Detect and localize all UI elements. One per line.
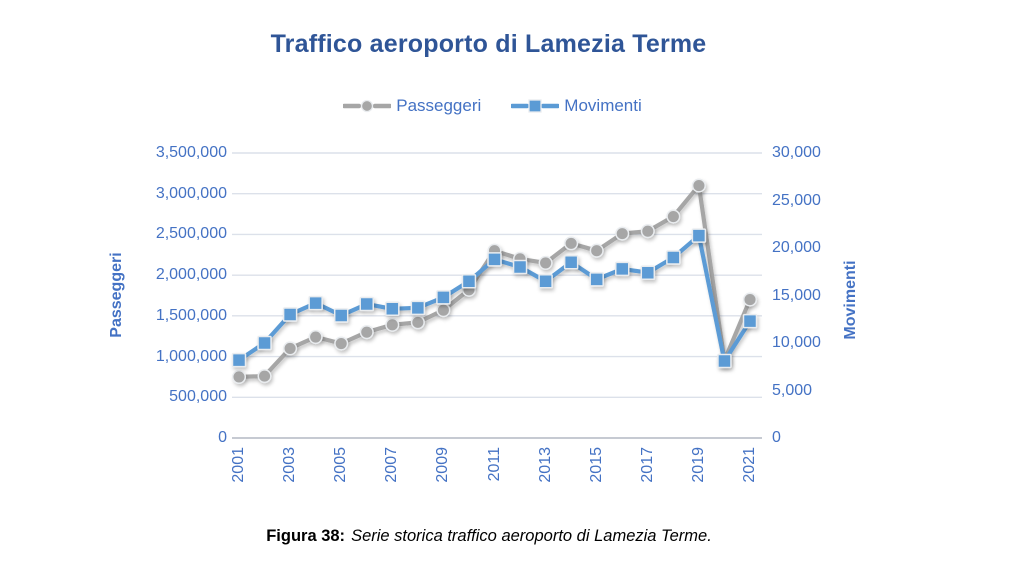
left-axis-tick-label: 0 [218, 429, 227, 446]
x-axis-tick-label: 2003 [281, 447, 299, 483]
right-axis-tick-label: 20,000 [772, 239, 821, 256]
x-axis-tick-label: 2007 [383, 447, 401, 483]
movimenti-markers [231, 228, 758, 369]
movimenti-marker [359, 296, 374, 312]
passeggeri-marker [283, 341, 298, 356]
x-axis-tick-label: 2009 [434, 447, 452, 483]
passeggeri-marker [615, 226, 630, 241]
passeggeri-marker [359, 325, 374, 340]
movimenti-marker [615, 261, 630, 277]
movimenti-marker [461, 274, 477, 289]
movimenti-marker [666, 250, 681, 265]
passeggeri-marker [385, 317, 400, 332]
right-axis-tick-label: 5,000 [772, 381, 813, 399]
legend-label-movimenti: Movimenti [564, 96, 642, 115]
passeggeri-marker [436, 303, 451, 318]
x-axis-tick-label: 2017 [638, 447, 656, 483]
movimenti-marker [512, 259, 528, 275]
passeggeri-line-marker-icon [343, 99, 392, 113]
chart-title: Traffico aeroporto di Lamezia Terme [270, 30, 707, 58]
movimenti-marker [333, 308, 349, 323]
movimenti-marker [231, 352, 247, 368]
right-axis-tick-label: 10,000 [772, 334, 821, 351]
left-axis-title: Passeggeri [108, 252, 125, 338]
passeggeri-marker [564, 236, 579, 251]
passeggeri-marker [308, 329, 323, 345]
left-axis-tick-label: 500,000 [169, 388, 227, 406]
passeggeri-marker [691, 178, 706, 193]
line-chart-plot [231, 152, 762, 439]
movimenti-marker [385, 301, 400, 317]
passeggeri-marker [589, 243, 604, 258]
left-axis-tick-label: 2,500,000 [155, 225, 227, 243]
right-axis-tick-label: 30,000 [772, 144, 821, 161]
chart-legend: Passeggeri Movimenti [0, 96, 985, 116]
passeggeri-marker [666, 209, 681, 224]
passeggeri-marker [742, 292, 758, 307]
right-axis-title: Movimenti [842, 260, 859, 340]
passeggeri-markers [231, 178, 758, 384]
movimenti-marker [742, 313, 758, 329]
left-axis-tick-label: 3,000,000 [155, 184, 227, 202]
x-axis-tick-label: 2011 [485, 447, 503, 482]
passeggeri-marker [538, 255, 553, 270]
movimenti-marker [308, 295, 323, 311]
x-axis-tick-label: 2013 [536, 447, 554, 483]
right-axis-tick-label: 25,000 [772, 191, 821, 209]
movimenti-marker [691, 228, 707, 243]
passeggeri-marker [640, 224, 655, 239]
x-axis-tick-label: 2001 [230, 447, 247, 483]
data-series [231, 178, 758, 384]
passeggeri-marker [231, 369, 247, 384]
movimenti-marker [640, 265, 656, 280]
legend-label-passeggeri: Passeggeri [396, 96, 482, 115]
legend-item-movimenti: Movimenti [511, 96, 642, 116]
figure-caption: Figura 38: Serie storica traffico aeropor… [0, 527, 978, 546]
movimenti-marker [257, 335, 272, 351]
passeggeri-marker [334, 336, 349, 351]
caption-label: Figura 38: [266, 527, 346, 545]
movimenti-marker [436, 290, 451, 305]
movimenti-marker [487, 252, 502, 267]
gridlines [232, 152, 762, 439]
left-axis-tick-label: 2,000,000 [155, 266, 227, 284]
movimenti-marker [717, 353, 732, 369]
movimenti-marker [538, 274, 553, 289]
caption-text: Serie storica traffico aeroporto di Lame… [351, 527, 712, 545]
left-axis-tick-label: 1,500,000 [155, 306, 227, 324]
passeggeri-marker [410, 315, 425, 330]
left-axis-tick-label: 3,500,000 [155, 144, 227, 161]
movimenti-marker [410, 300, 426, 316]
x-axis-tick-label: 2005 [332, 447, 350, 483]
movimenti-line-marker-icon [511, 99, 560, 113]
right-axis-tick-label: 15,000 [772, 286, 821, 304]
movimenti-marker [563, 255, 579, 270]
left-axis-tick-label: 1,000,000 [155, 347, 227, 365]
legend-item-passeggeri: Passeggeri [343, 96, 481, 116]
x-axis-tick-label: 2021 [741, 447, 758, 483]
x-axis-tick-label: 2015 [587, 447, 605, 483]
movimenti-marker [589, 272, 604, 287]
x-axis-tick-label: 2019 [689, 447, 707, 483]
right-axis-tick-label: 0 [772, 429, 781, 446]
passeggeri-marker [257, 369, 272, 384]
movimenti-marker [282, 307, 298, 322]
